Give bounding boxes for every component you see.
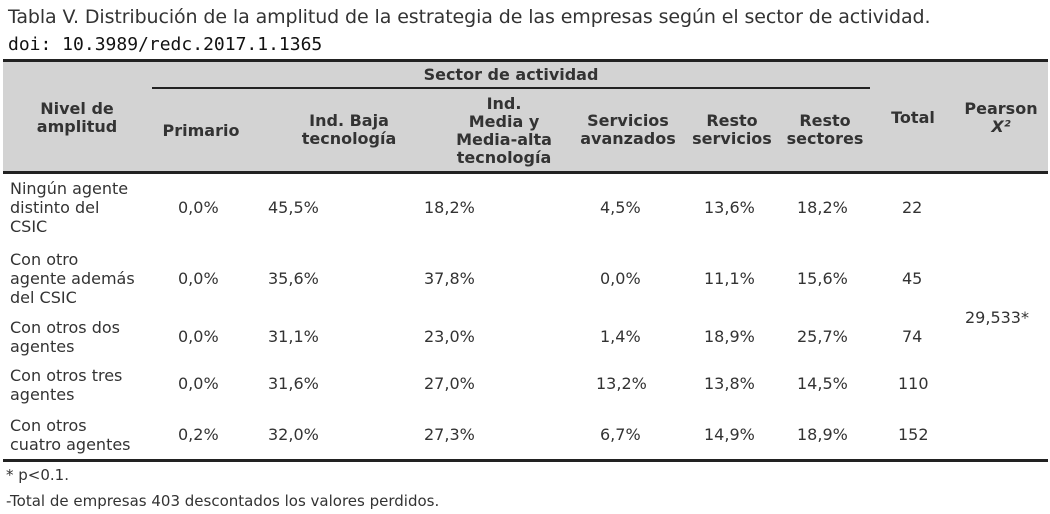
row-3-resto-sectores: 25,7% <box>797 327 848 346</box>
row-1-ind-media: 18,2% <box>424 198 475 217</box>
row-1-total: 22 <box>902 198 923 217</box>
table-header-band <box>3 61 1048 172</box>
row-4-ind-baja: 31,6% <box>268 374 319 393</box>
row-2-total: 45 <box>902 269 923 288</box>
row-4-resto-servicios: 13,8% <box>704 374 755 393</box>
row-2-servicios-avanzados: 0,0% <box>600 269 641 288</box>
row-1-ind-baja: 45,5% <box>268 198 319 217</box>
header-servicios-avanzados: Servicios avanzados <box>580 111 676 148</box>
table-header-rule <box>3 171 1048 174</box>
table-caption-doi: doi: 10.3989/redc.2017.1.1365 <box>8 34 323 55</box>
header-pearson: Pearson X² <box>954 100 1048 136</box>
row-5-ind-media: 27,3% <box>424 425 475 444</box>
row-3-ind-baja: 31,1% <box>268 327 319 346</box>
row-2-resto-sectores: 15,6% <box>797 269 848 288</box>
header-resto-sectores: Resto sectores <box>786 111 864 148</box>
header-sector-actividad: Sector de actividad <box>423 65 599 84</box>
row-5-resto-sectores: 18,9% <box>797 425 848 444</box>
table-caption-title: Tabla V. Distribución de la amplitud de … <box>8 6 931 28</box>
header-ind-media: Ind. Media y Media-alta tecnología <box>456 94 552 167</box>
row-3-ind-media: 23,0% <box>424 327 475 346</box>
header-resto-servicios: Resto servicios <box>692 111 772 148</box>
row-3-total: 74 <box>902 327 923 346</box>
row-2-primario: 0,0% <box>178 269 219 288</box>
row-1-resto-sectores: 18,2% <box>797 198 848 217</box>
row-4-resto-sectores: 14,5% <box>797 374 848 393</box>
table-bottom-rule <box>3 459 1048 462</box>
row-5-primario: 0,2% <box>178 425 219 444</box>
row-3-resto-servicios: 18,9% <box>704 327 755 346</box>
row-4-label: Con otros tres agentes <box>10 366 123 404</box>
row-1-servicios-avanzados: 4,5% <box>600 198 641 217</box>
row-4-servicios-avanzados: 13,2% <box>596 374 647 393</box>
row-2-ind-baja: 35,6% <box>268 269 319 288</box>
note-total: -Total de empresas 403 descontados los v… <box>6 492 440 510</box>
header-total: Total <box>891 108 935 127</box>
row-5-ind-baja: 32,0% <box>268 425 319 444</box>
header-pearson-symbol: X² <box>991 117 1011 136</box>
row-3-primario: 0,0% <box>178 327 219 346</box>
table-group-rule <box>152 87 870 89</box>
row-5-label: Con otros cuatro agentes <box>10 416 131 454</box>
row-2-ind-media: 37,8% <box>424 269 475 288</box>
row-5-resto-servicios: 14,9% <box>704 425 755 444</box>
row-3-servicios-avanzados: 1,4% <box>600 327 641 346</box>
row-4-total: 110 <box>898 374 929 393</box>
note-significance: * p<0.1. <box>6 466 69 484</box>
header-nivel-amplitud: Nivel de amplitud <box>36 99 118 136</box>
row-4-primario: 0,0% <box>178 374 219 393</box>
table-top-rule <box>3 59 1048 62</box>
header-primario: Primario <box>162 121 240 140</box>
row-1-resto-servicios: 13,6% <box>704 198 755 217</box>
row-1-label: Ningún agente distinto del CSIC <box>10 179 129 236</box>
row-2-resto-servicios: 11,1% <box>704 269 755 288</box>
pearson-value: 29,533* <box>965 308 1029 327</box>
header-pearson-label: Pearson <box>964 99 1038 118</box>
row-4-ind-media: 27,0% <box>424 374 475 393</box>
row-3-label: Con otros dos agentes <box>10 318 120 356</box>
header-ind-baja: Ind. Baja tecnología <box>301 111 397 148</box>
row-1-primario: 0,0% <box>178 198 219 217</box>
row-5-total: 152 <box>898 425 929 444</box>
row-5-servicios-avanzados: 6,7% <box>600 425 641 444</box>
row-2-label: Con otro agente además del CSIC <box>10 250 135 307</box>
